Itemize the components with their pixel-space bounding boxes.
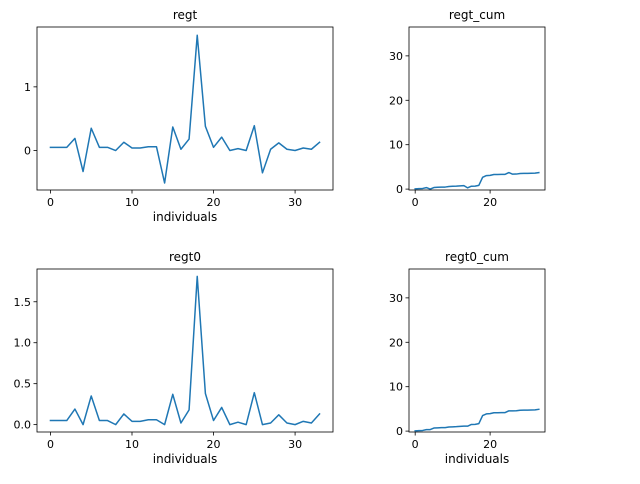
y-tick-label: 10 (389, 139, 403, 152)
axes-frame (408, 26, 546, 191)
y-tick-label: 0 (396, 425, 403, 438)
y-tick-label: 0.5 (14, 378, 32, 391)
x-tick-label: 10 (125, 196, 139, 209)
chart-panel-1: regt 0 10 20 30 0 1 individuals (24, 8, 334, 224)
x-tick-label: 20 (207, 196, 221, 209)
series-line-1 (414, 171, 540, 190)
chart-panel-2: regt_cum 0 20 0 10 20 30 (389, 8, 546, 209)
x-axis-label: individuals (153, 210, 218, 224)
chart-title: regt0 (169, 250, 201, 264)
y-tick-label: 1 (24, 81, 31, 94)
chart-title: regt0_cum (445, 250, 509, 264)
y-tick-label: 10 (389, 381, 403, 394)
axes-frame (36, 268, 334, 433)
y-tick-label: 30 (389, 50, 403, 63)
y-tick-label: 0.0 (14, 419, 32, 432)
axes-frame (408, 268, 546, 433)
y-tick-label: 1.5 (14, 296, 32, 309)
x-tick-label: 0 (47, 196, 54, 209)
y-tick-label: 1.0 (14, 337, 32, 350)
series-line-1 (49, 275, 321, 426)
y-tick-label: 0 (396, 183, 403, 196)
x-axis-label: individuals (445, 452, 510, 466)
y-tick-label: 30 (389, 292, 403, 305)
x-tick-label: 20 (207, 438, 221, 451)
series-line-1 (414, 408, 540, 432)
x-axis-label: individuals (153, 452, 218, 466)
x-tick-label: 0 (47, 438, 54, 451)
chart-title: regt (173, 8, 198, 22)
x-tick-label: 20 (483, 196, 497, 209)
axes-frame (36, 26, 334, 191)
x-tick-label: 0 (412, 438, 419, 451)
chart-panel-3: regt0 0 10 20 30 0.0 0.5 1.0 1.5 individuals (14, 250, 334, 466)
x-tick-label: 20 (483, 438, 497, 451)
x-tick-label: 10 (125, 438, 139, 451)
y-tick-label: 20 (389, 336, 403, 349)
series-line-1 (49, 34, 321, 184)
x-tick-label: 30 (288, 196, 302, 209)
y-tick-label: 20 (389, 94, 403, 107)
chart-panel-4: regt0_cum 0 20 0 10 20 30 individuals (389, 250, 546, 466)
x-tick-label: 30 (288, 438, 302, 451)
chart-title: regt_cum (449, 8, 505, 22)
y-tick-label: 0 (24, 145, 31, 158)
x-tick-label: 0 (412, 196, 419, 209)
